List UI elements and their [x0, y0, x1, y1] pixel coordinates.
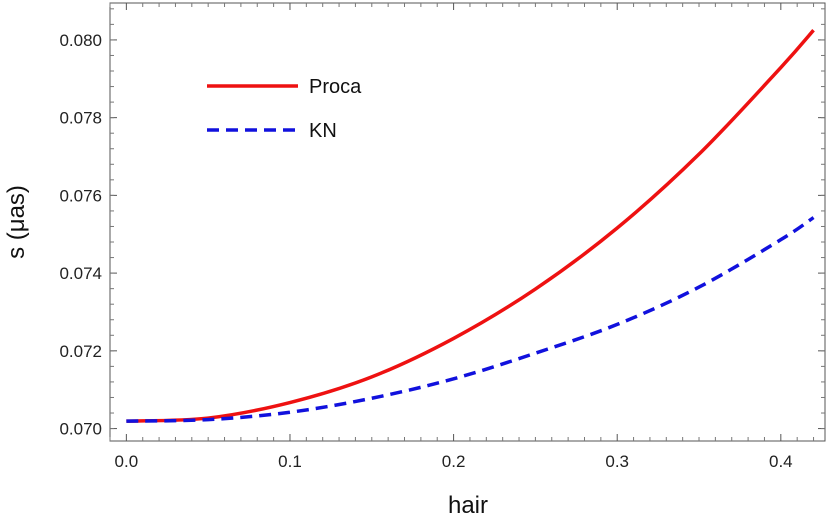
y-tick-label: 0.076: [59, 186, 102, 205]
y-axis-title: s (μas): [3, 185, 30, 259]
x-tick-label: 0.2: [442, 452, 466, 471]
legend-label-proca: Proca: [309, 76, 362, 98]
series-line-kn: [126, 216, 815, 423]
series-layer: [126, 29, 815, 423]
y-tick-label: 0.070: [59, 420, 102, 439]
legend-label-kn: KN: [309, 120, 337, 142]
y-tick-label: 0.074: [59, 264, 102, 283]
y-tick-label: 0.078: [59, 109, 102, 128]
series-line-proca: [126, 29, 815, 423]
x-tick-label: 0.1: [278, 452, 302, 471]
x-axis-title: hair: [448, 492, 488, 519]
axis-ticks: 0.0 0.1 0.2 0.3 0.4 0.070 0.072 0.074 0.076 0.078…: [59, 3, 825, 471]
x-tick-label: 0.4: [769, 452, 793, 471]
plot-frame: [109, 2, 826, 442]
x-tick-label: 0.0: [115, 452, 139, 471]
y-tick-label: 0.072: [59, 342, 102, 361]
legend: Proca KN: [207, 76, 362, 142]
y-tick-label: 0.080: [59, 31, 102, 50]
x-tick-label: 0.3: [605, 452, 629, 471]
